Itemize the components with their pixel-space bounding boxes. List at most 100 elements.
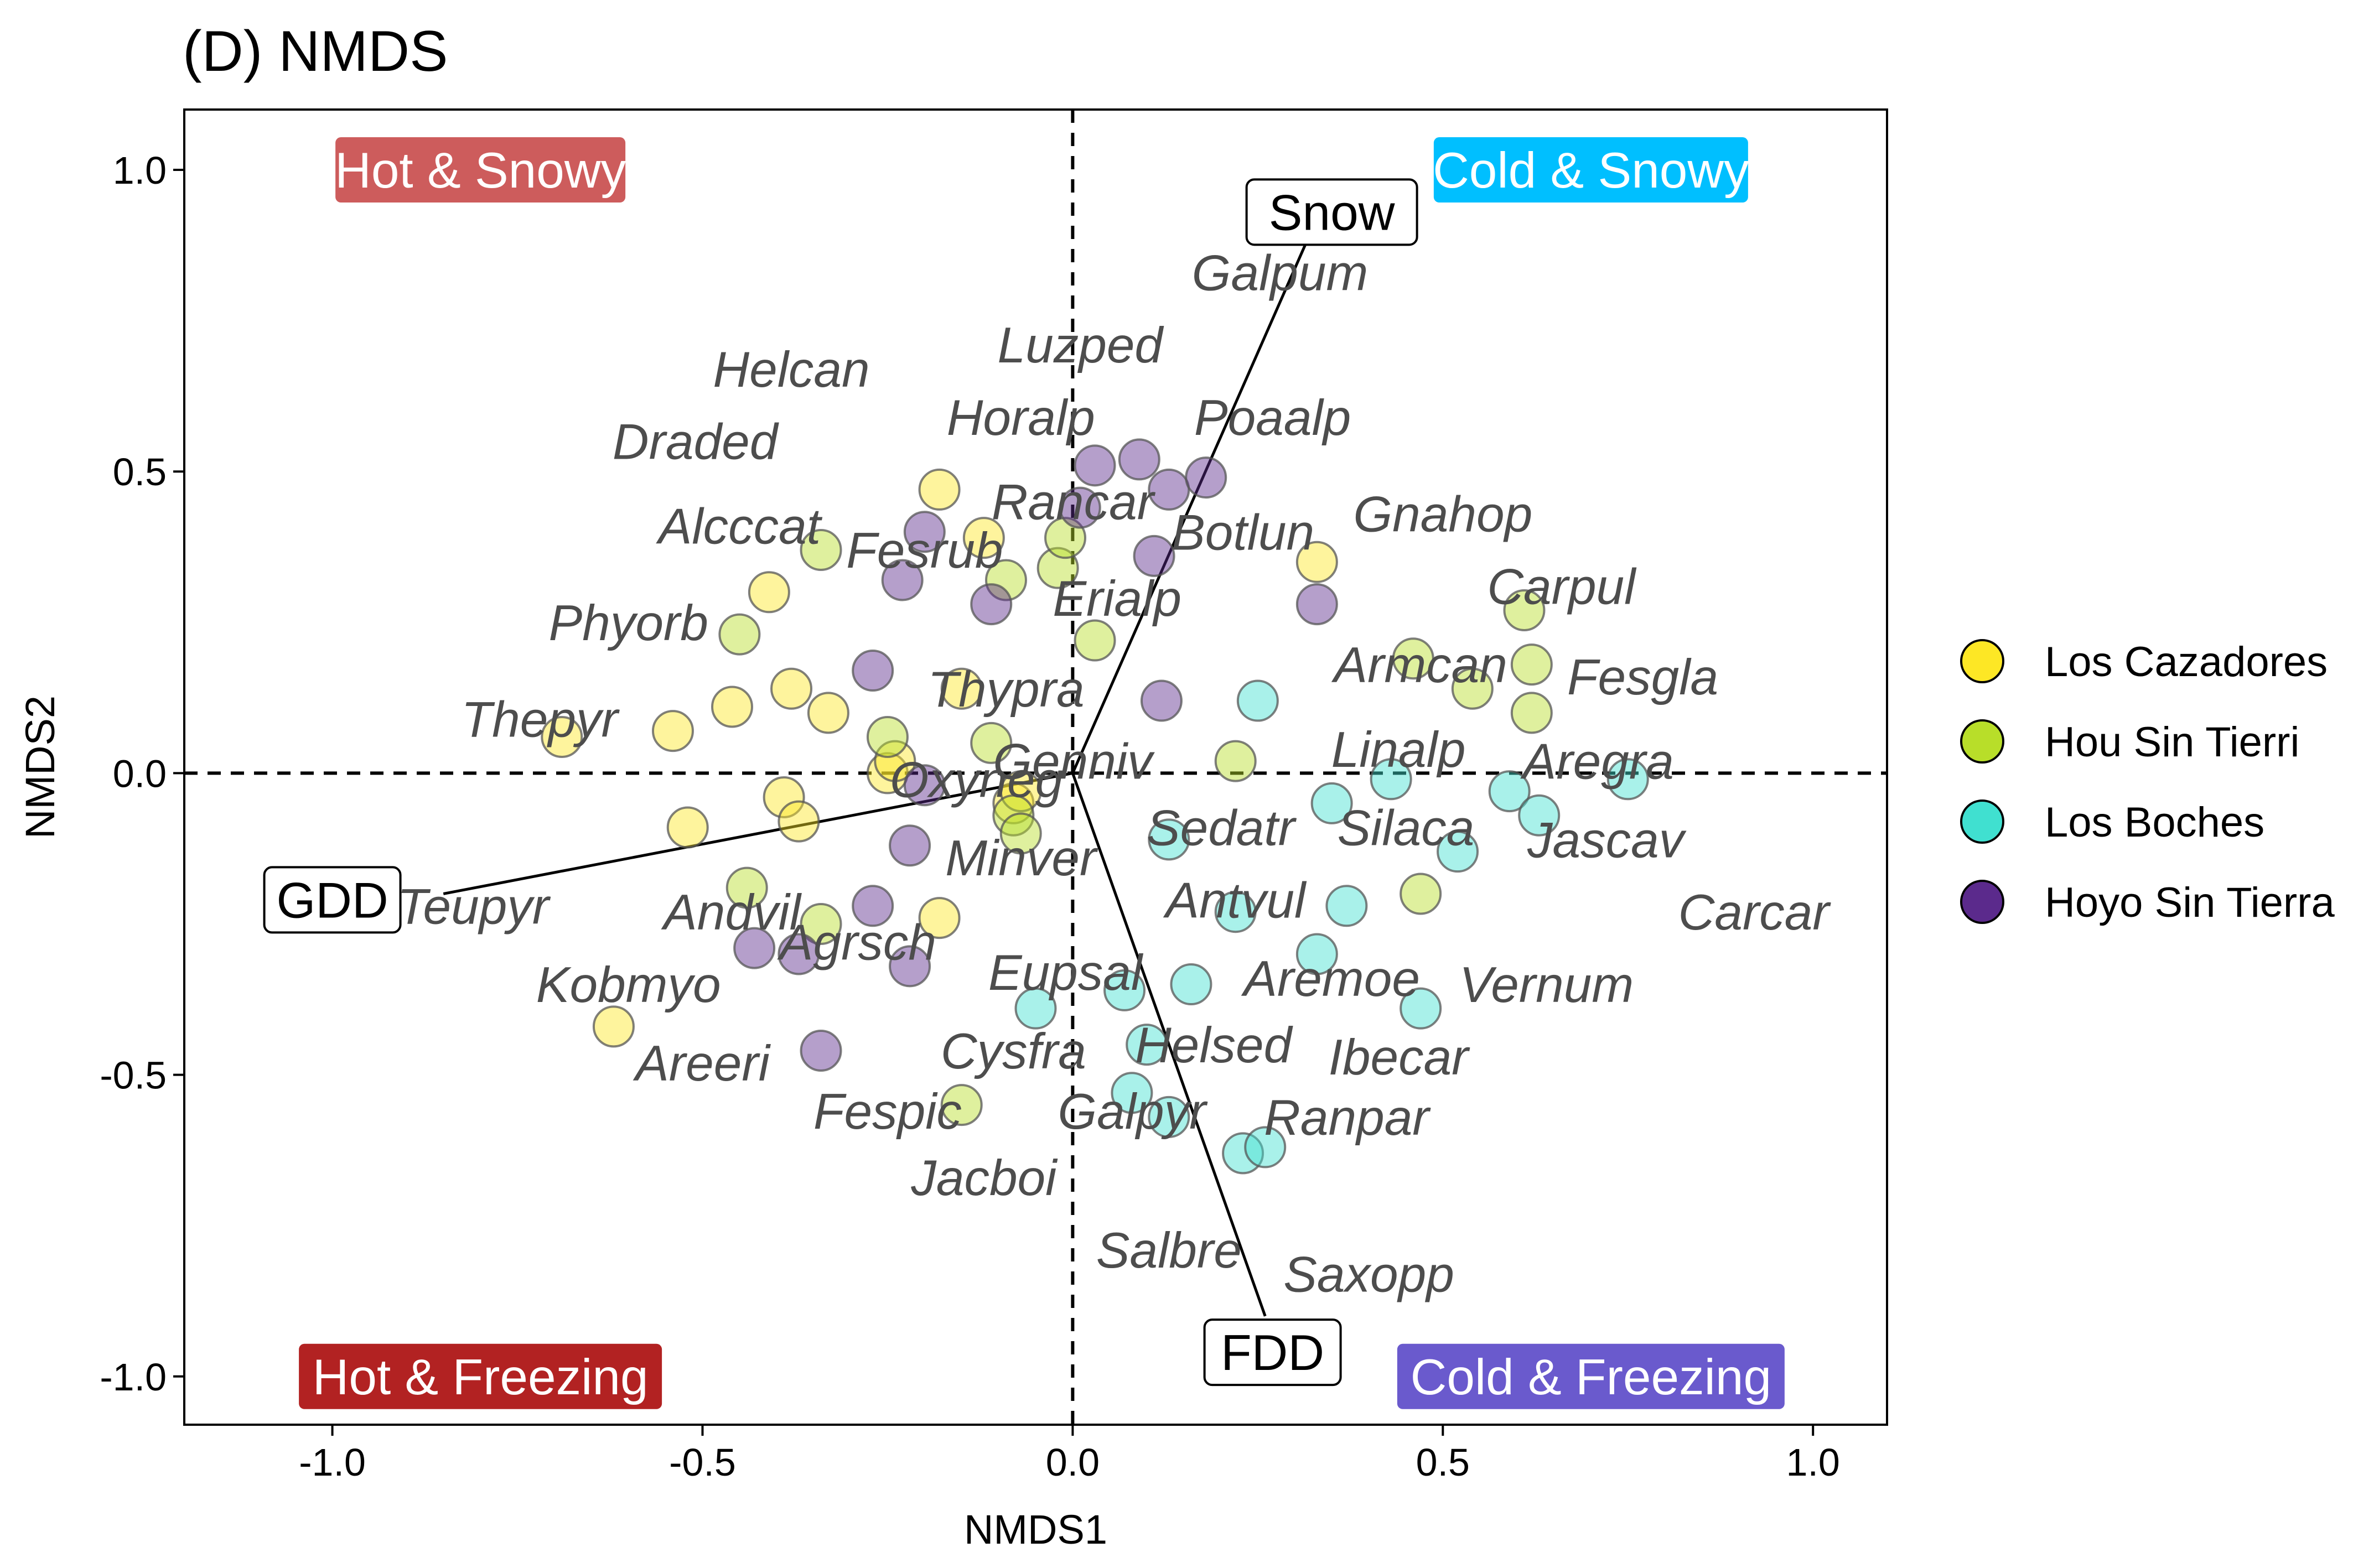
point-los-boches [1126, 1024, 1168, 1066]
species-label-oxyneg: Oxyneg [890, 752, 1064, 808]
point-hou-sin-tierri [984, 559, 1027, 601]
species-label-ibecar: Ibecar [1329, 1030, 1471, 1086]
legend-swatch [1960, 799, 2004, 844]
point-hoyo-sin-tierra [1185, 456, 1227, 499]
point-hou-sin-tierri [970, 721, 1013, 764]
panel-border [183, 108, 1888, 1426]
species-label-helcan: Helcan [713, 342, 869, 398]
point-hoyo-sin-tierra [852, 650, 894, 692]
species-label-fespic: Fespic [813, 1084, 962, 1140]
legend-label: Los Cazadores [2045, 638, 2328, 686]
species-label-jacboi: Jacboi [910, 1150, 1058, 1206]
point-los-cazadores [807, 692, 849, 734]
y-axis: -1.0 -0.5 0.0 0.5 1.0 [100, 149, 184, 1399]
species-label-vernum: Vernum [1459, 957, 1634, 1013]
legend-item-hou-sin-tierri: Hou Sin Tierri [1960, 719, 2299, 766]
legend-label: Hou Sin Tierri [2045, 719, 2299, 766]
quadrant-label-text: Cold & Snowy [1433, 143, 1749, 199]
point-hoyo-sin-tierra [903, 511, 946, 553]
point-hoyo-sin-tierra [1074, 444, 1116, 487]
point-los-boches [1370, 758, 1412, 801]
legend-label: Los Boches [2045, 799, 2264, 846]
legend-label: Hoyo Sin Tierra [2045, 879, 2335, 926]
point-los-boches [1325, 885, 1368, 927]
species-label-thypra: Thypra [927, 662, 1084, 718]
point-los-boches [1437, 830, 1479, 873]
species-label-ranpar: Ranpar [1264, 1090, 1431, 1146]
species-label-linalp: Linalp [1331, 722, 1466, 778]
point-hou-sin-tierri [1510, 643, 1553, 686]
plot-area: Galpum Luzped Helcan Horalp Poaalp Draded Ranc… [183, 108, 1888, 1426]
quadrant-label-box [335, 137, 626, 203]
species-label-cysfra: Cysfra [941, 1024, 1086, 1079]
point-hou-sin-tierri [940, 1084, 983, 1126]
species-label-poaalp: Poaalp [1194, 390, 1351, 446]
point-los-cazadores [541, 715, 583, 758]
point-hoyo-sin-tierra [800, 1029, 842, 1072]
point-los-boches [1148, 818, 1190, 861]
point-los-cazadores [962, 517, 1005, 559]
y-tick-label: 0.5 [113, 450, 167, 494]
quadrant-label-box [1397, 1343, 1785, 1409]
vector-label-text: GDD [276, 873, 388, 928]
x-tick-label: 0.0 [1046, 1441, 1100, 1484]
point-los-boches [1518, 794, 1561, 837]
point-hou-sin-tierri [1214, 740, 1257, 782]
legend: Los Cazadores Hou Sin Tierri Los Boches Hoy… [1960, 638, 2335, 926]
point-hoyo-sin-tierra [903, 764, 946, 807]
species-label-aregra: Aregra [1520, 734, 1674, 790]
point-hoyo-sin-tierra [889, 945, 931, 988]
vector-label-text: Snow [1269, 185, 1395, 241]
species-label-minver: Minver [945, 830, 1098, 886]
species-label-fesrub: Fesrub [846, 523, 1003, 579]
series-hoyo-sin-tierra [733, 438, 1338, 1072]
species-label-horalp: Horalp [947, 390, 1095, 446]
point-hoyo-sin-tierra [1148, 468, 1190, 511]
vector-label-fdd: FDD [1203, 1318, 1342, 1387]
vector-label-text: FDD [1221, 1325, 1324, 1381]
legend-swatch [1960, 880, 2004, 924]
quadrant-label-box [299, 1343, 662, 1409]
point-los-cazadores [1295, 541, 1338, 583]
point-hoyo-sin-tierra [1133, 534, 1175, 577]
point-hou-sin-tierri [866, 715, 909, 758]
point-hou-sin-tierri [718, 613, 761, 656]
species-label-salbre: Salbre [1096, 1223, 1242, 1279]
environment-vectors [443, 217, 1319, 1317]
quadrant-label-hot-snowy: Hot & Snowy [335, 137, 626, 203]
point-los-boches [1170, 963, 1212, 1006]
vector-label-box [1245, 178, 1418, 246]
vector-label-box [263, 866, 402, 934]
quadrant-label-text: Cold & Freezing [1411, 1349, 1771, 1405]
point-los-cazadores [748, 571, 790, 614]
legend-swatch [1960, 639, 2004, 683]
quadrant-label-box [1433, 137, 1748, 203]
vector-label-box [1203, 1318, 1342, 1387]
species-label-carcar: Carcar [1678, 885, 1832, 941]
point-los-cazadores [763, 776, 805, 819]
vector-labels: Snow GDD FDD [263, 178, 1418, 1387]
species-label-thepyr: Thepyr [462, 692, 620, 747]
species-label-andvil: Andvil [661, 885, 802, 941]
species-label-eupsal: Eupsal [988, 945, 1144, 1001]
series-los-cazadores [541, 468, 1338, 1048]
point-hoyo-sin-tierra [1140, 679, 1183, 722]
point-hou-sin-tierri [725, 866, 768, 909]
point-hoyo-sin-tierra [1295, 583, 1338, 626]
vector-fdd [1071, 772, 1267, 1317]
species-label-phyorb: Phyorb [549, 595, 708, 651]
species-label-genniv: Genniv [993, 734, 1155, 790]
quadrant-label-text: Hot & Freezing [313, 1349, 649, 1405]
point-hou-sin-tierri [1074, 619, 1116, 662]
point-los-boches [1111, 1072, 1153, 1114]
point-los-cazadores [666, 806, 709, 849]
point-los-boches [1014, 987, 1057, 1030]
species-label-agrsch: Agrsch [777, 915, 936, 971]
species-label-fesgla: Fesgla [1567, 650, 1718, 705]
point-los-boches [1244, 1126, 1287, 1169]
species-label-draded: Draded [613, 414, 780, 470]
point-los-cazadores [592, 1005, 635, 1048]
point-los-boches [1400, 987, 1442, 1030]
vector-label-gdd: GDD [263, 866, 402, 934]
